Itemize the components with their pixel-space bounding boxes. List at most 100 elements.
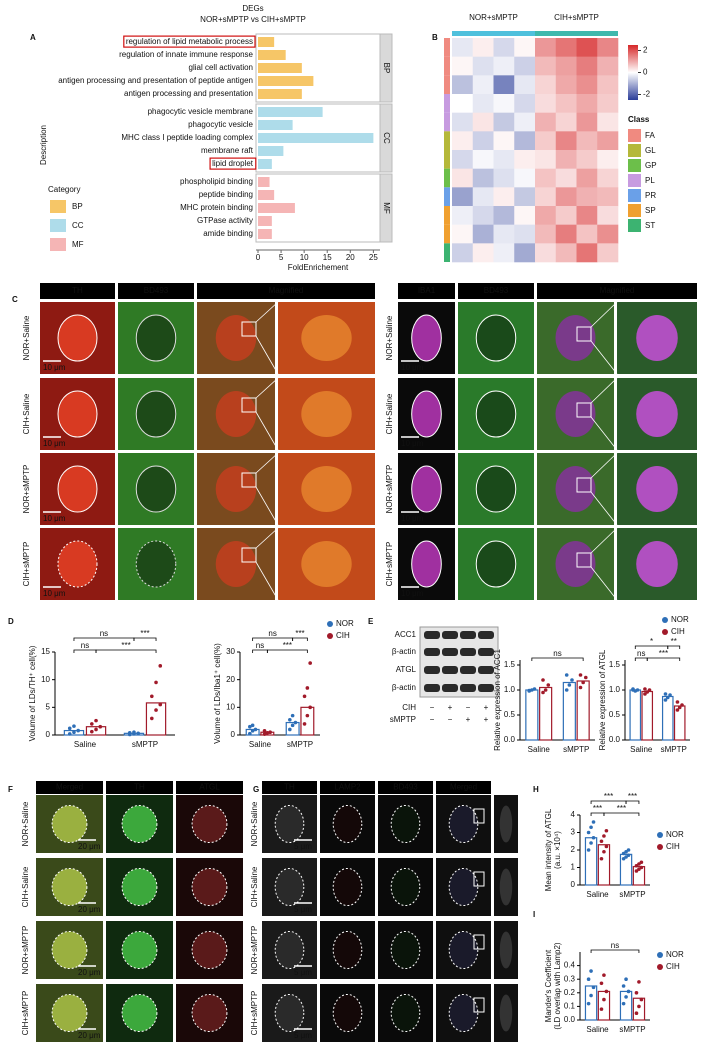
bar [258, 216, 272, 226]
heatmap-cell [576, 112, 598, 132]
x-tick-label: Saline [528, 745, 551, 754]
heatmap-cell [535, 112, 557, 132]
bar [584, 837, 598, 886]
band [442, 631, 458, 639]
y-tick-label: 1.5 [609, 660, 621, 669]
legend-label: CIH [666, 842, 680, 851]
data-point [589, 969, 593, 973]
legend-swatch [628, 159, 641, 172]
bar [258, 76, 314, 86]
heatmap-cell [535, 243, 557, 263]
bar [258, 50, 286, 60]
column-header [106, 781, 173, 794]
heatmap-cell [576, 224, 598, 244]
category-label: glial cell activation [189, 63, 253, 72]
data-point [158, 664, 163, 668]
heatmap-cell [472, 206, 494, 225]
data-point [626, 853, 631, 858]
condition-sign: − [430, 715, 435, 724]
zoom-line [590, 416, 618, 451]
category-label: lipid droplet [212, 159, 254, 168]
data-point [262, 732, 267, 736]
heatmap-cell [493, 187, 515, 207]
y-tick-label: 0.4 [564, 961, 576, 970]
significance-bracket [292, 637, 308, 641]
data-point [527, 688, 532, 693]
heatmap-cell [472, 243, 494, 263]
zoom-box [576, 552, 592, 568]
column-header-label: IBA1 [418, 286, 436, 295]
data-point [305, 713, 310, 718]
heatmap-cell [535, 94, 557, 113]
y-tick-label: 0.0 [609, 735, 621, 744]
heatmap-cell [472, 75, 494, 95]
heatmap-cell [597, 112, 619, 132]
y-tick-label: 0.2 [564, 988, 576, 997]
data-point [253, 727, 258, 732]
zoom-box [473, 808, 485, 824]
bar [258, 190, 275, 200]
data-point [98, 724, 103, 729]
heatmap-cell [576, 75, 598, 95]
class-strip [444, 38, 450, 57]
zoom-box [473, 871, 485, 887]
legend-marker [657, 952, 663, 958]
data-point [288, 717, 292, 722]
row-label: CIH+sMPTP [22, 542, 31, 587]
scale-bar-label: 5 μm [294, 842, 312, 851]
y-axis-label: (a.u. ×10⁴) [553, 831, 562, 869]
data-point [67, 732, 72, 736]
band-label: β-actin [392, 683, 416, 692]
data-point [675, 700, 680, 704]
data-point [602, 997, 606, 1002]
y-tick-label: 2 [571, 845, 576, 854]
facet-strip [379, 33, 393, 103]
cell [411, 540, 442, 588]
heatmap-cell [514, 243, 536, 263]
cell [135, 314, 177, 362]
significance-label: *** [628, 792, 637, 801]
data-point [663, 692, 668, 696]
bar [632, 997, 646, 1021]
x-tick-label: Saline [630, 745, 653, 754]
significance-label: *** [283, 641, 292, 650]
data-point [564, 688, 569, 692]
category-label: antigen processing and presentation of p… [58, 76, 253, 85]
zoom-line [590, 527, 618, 554]
cell [301, 465, 352, 513]
heatmap-cell [597, 131, 619, 151]
data-point [599, 981, 604, 986]
cell [390, 993, 421, 1033]
significance-label: ns [611, 941, 619, 950]
heatmap-cell [597, 38, 619, 57]
significance-label: ns [81, 641, 89, 650]
x-tick-label: 20 [346, 253, 355, 262]
significance-bracket [603, 812, 640, 816]
legend-swatch [50, 200, 66, 213]
significance-bracket [266, 649, 308, 653]
cell [121, 867, 158, 907]
band-label: ATGL [396, 665, 417, 674]
cell [636, 314, 678, 362]
heatmap-cell [452, 75, 474, 95]
legend-swatch [628, 144, 641, 157]
data-point [132, 730, 136, 735]
legend-label: BP [72, 202, 83, 211]
heatmap-cell [597, 243, 619, 263]
scale-bar-label: 10 μm [43, 589, 66, 598]
colorbar-label: -2 [643, 90, 651, 99]
cell [57, 465, 98, 513]
band [478, 684, 494, 692]
cell [215, 540, 257, 588]
significance-label: *** [295, 629, 304, 638]
column-header-label: TH [134, 783, 145, 792]
cell [475, 465, 517, 513]
category-label: MHC class I peptide loading complex [121, 133, 253, 142]
cell [411, 314, 442, 362]
highlight-box [123, 35, 256, 48]
legend-swatch [628, 204, 641, 217]
x-tick-label: sMPTP [132, 740, 158, 749]
band [442, 648, 458, 656]
column-header-label: BD493 [393, 783, 418, 792]
heatmap-cell [452, 150, 474, 169]
